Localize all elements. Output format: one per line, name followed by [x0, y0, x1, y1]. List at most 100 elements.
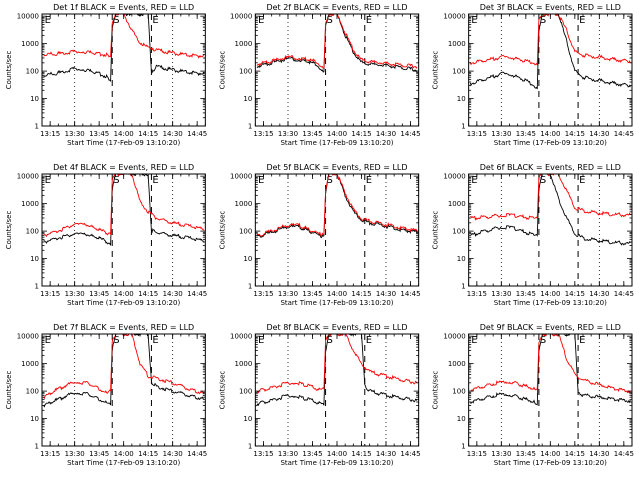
plot-frame: [254, 173, 420, 287]
y-tick-label: 100: [26, 68, 39, 76]
y-tick-label: 10000: [17, 13, 39, 21]
x-tick-label: 13:45: [516, 290, 536, 298]
x-tick-label: 14:15: [565, 290, 585, 298]
y-tick-label: 10: [30, 95, 39, 103]
marker-label-e: E: [471, 335, 477, 346]
x-tick-label: 13:15: [40, 450, 60, 458]
y-tick-label: 1000: [448, 200, 466, 208]
panel-title: Det 4f BLACK = Events, RED = LLD: [53, 163, 194, 172]
y-tick-label: 1: [35, 123, 39, 131]
plot-frame: [468, 13, 633, 127]
panel-title: Det 3f BLACK = Events, RED = LLD: [480, 3, 621, 12]
x-tick-label: 13:45: [89, 290, 109, 298]
y-tick-label: 10000: [230, 173, 252, 181]
y-tick-label: 1000: [235, 360, 253, 368]
x-tick-label: 14:30: [589, 290, 609, 298]
x-tick-label: 13:15: [253, 130, 273, 138]
y-axis-label: Counts/sec: [432, 51, 440, 90]
y-tick-label: 1000: [235, 40, 253, 48]
x-tick-label: 14:45: [614, 290, 634, 298]
panel-title: Det 1f BLACK = Events, RED = LLD: [53, 3, 194, 12]
x-tick-label: 14:45: [187, 450, 207, 458]
y-tick-label: 10000: [443, 173, 465, 181]
marker-label-e: E: [579, 15, 585, 26]
x-tick-label: 13:45: [302, 130, 322, 138]
x-tick-label: 14:30: [589, 450, 609, 458]
panel-1: E S E 1 10 100 1000 10000 13:15 13:30 13:45 14:00 14…: [5, 3, 207, 147]
x-tick-label: 13:30: [65, 130, 85, 138]
y-tick-label: 10000: [17, 173, 39, 181]
panel-7: E S E 1 10 100 1000 10000 13:15 13:30 13:45 14:00 14…: [5, 323, 207, 467]
x-tick-label: 14:45: [400, 130, 420, 138]
y-tick-label: 1000: [448, 40, 466, 48]
x-tick-label: 13:45: [302, 450, 322, 458]
y-tick-label: 10: [243, 255, 252, 263]
x-axis-label: Start Time (17-Feb-09 13:10:20): [494, 459, 607, 467]
x-tick-label: 13:15: [253, 450, 273, 458]
y-tick-label: 100: [452, 68, 465, 76]
y-tick-label: 100: [239, 228, 252, 236]
panel-2: E S E 1 10 100 1000 10000 13:15 13:30 13:45 14:00 14…: [218, 3, 420, 147]
x-tick-label: 14:30: [163, 450, 183, 458]
x-tick-label: 14:15: [138, 290, 158, 298]
plot-frame: [254, 13, 420, 127]
x-tick-label: 14:00: [540, 450, 560, 458]
marker-label-e: E: [45, 335, 51, 346]
x-tick-label: 14:45: [187, 290, 207, 298]
y-tick-label: 100: [26, 228, 39, 236]
marker-label-e: E: [471, 15, 477, 26]
y-tick-label: 1: [461, 283, 465, 291]
x-tick-label: 14:00: [327, 450, 347, 458]
series-line-events: [470, 174, 631, 246]
panel-5: E S E 1 10 100 1000 10000 13:15 13:30 13:45 14:00 14…: [218, 163, 420, 307]
series-line-events: [470, 334, 631, 406]
x-tick-label: 14:30: [376, 130, 396, 138]
y-tick-label: 1000: [21, 200, 39, 208]
x-tick-label: 13:45: [89, 450, 109, 458]
x-tick-label: 14:30: [376, 450, 396, 458]
y-tick-label: 10: [457, 95, 466, 103]
marker-label-e: E: [45, 15, 51, 26]
x-tick-label: 14:45: [187, 130, 207, 138]
x-tick-label: 13:30: [278, 290, 298, 298]
x-tick-label: 14:00: [114, 290, 134, 298]
panel-title: Det 2f BLACK = Events, RED = LLD: [266, 3, 407, 12]
y-tick-label: 1: [248, 283, 252, 291]
marker-label-e: E: [258, 175, 264, 186]
y-tick-label: 10: [457, 415, 466, 423]
x-axis-label: Start Time (17-Feb-09 13:10:20): [280, 139, 393, 147]
panel-6: E S E 1 10 100 1000 10000 13:15 13:30 13:45 14:00 14…: [432, 163, 634, 307]
marker-label-s: S: [113, 175, 119, 186]
y-tick-label: 10: [30, 255, 39, 263]
marker-label-s: S: [327, 175, 333, 186]
x-tick-label: 14:00: [327, 290, 347, 298]
series-line-lld: [469, 14, 631, 67]
series-line-events: [43, 174, 205, 246]
x-tick-label: 14:45: [400, 450, 420, 458]
x-tick-label: 14:15: [565, 130, 585, 138]
series-line-events: [256, 174, 418, 239]
marker-label-s: S: [113, 15, 119, 26]
plot-frame: [41, 333, 206, 447]
y-tick-label: 1: [461, 443, 465, 451]
x-axis-label: Start Time (17-Feb-09 13:10:20): [67, 299, 180, 307]
x-tick-label: 14:00: [540, 290, 560, 298]
x-tick-label: 14:45: [614, 450, 634, 458]
panel-title: Det 8f BLACK = Events, RED = LLD: [266, 323, 407, 332]
y-tick-label: 1: [248, 443, 252, 451]
x-tick-label: 14:00: [114, 130, 134, 138]
marker-label-s: S: [327, 335, 333, 346]
y-tick-label: 1000: [235, 200, 253, 208]
x-tick-label: 14:00: [327, 130, 347, 138]
x-tick-label: 14:15: [138, 450, 158, 458]
marker-label-s: S: [113, 335, 119, 346]
plot-frame: [254, 333, 420, 447]
y-axis-label: Counts/sec: [5, 51, 13, 90]
x-tick-label: 13:15: [467, 130, 487, 138]
x-tick-label: 14:00: [540, 130, 560, 138]
x-axis-label: Start Time (17-Feb-09 13:10:20): [280, 459, 393, 467]
series-line-lld: [256, 334, 418, 394]
x-tick-label: 13:15: [40, 290, 60, 298]
x-tick-label: 13:15: [467, 290, 487, 298]
